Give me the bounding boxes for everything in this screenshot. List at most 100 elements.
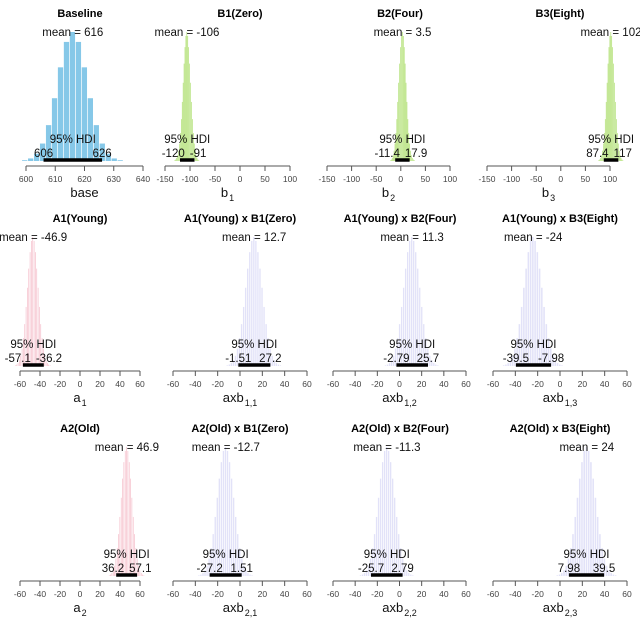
histogram-bar <box>143 575 145 576</box>
histogram-bar <box>400 306 403 366</box>
tick-label: -150 <box>478 174 495 184</box>
histogram-bar <box>612 574 615 576</box>
histogram-bar <box>230 478 233 576</box>
x-axis-label-subscript: 1,1 <box>245 398 258 408</box>
histogram-bar <box>198 575 200 576</box>
histogram-bar <box>261 287 263 366</box>
histogram-bar <box>578 478 581 576</box>
histogram-bar <box>220 462 223 576</box>
tick-label: -20 <box>54 379 67 389</box>
tick-label: 50 <box>581 174 591 184</box>
histogram-bar <box>383 450 386 576</box>
histogram-bar <box>185 35 187 161</box>
histogram-bar <box>396 119 398 161</box>
tick-label: -100 <box>343 174 360 184</box>
tick-label: 20 <box>95 379 105 389</box>
histogram-bar <box>114 565 115 576</box>
histogram-bar <box>206 565 208 576</box>
histogram-bar <box>598 160 600 161</box>
histogram-bar <box>576 497 579 576</box>
histogram-bar <box>509 360 512 366</box>
histogram-bar <box>404 565 406 576</box>
histogram-bar <box>398 534 400 576</box>
tick-label: 0 <box>558 589 563 599</box>
panel-title: Baseline <box>57 8 102 20</box>
panel-8: A1(Young) x B3(Eight) mean = -24 95% HDI -3… <box>487 213 632 408</box>
histogram-bar <box>516 338 518 366</box>
tick-label: -40 <box>34 379 47 389</box>
histogram-bar <box>265 324 267 366</box>
histogram-bar <box>371 548 374 576</box>
histogram-bar <box>409 143 411 161</box>
histogram-bar <box>267 338 269 366</box>
tick-label: 60 <box>302 379 312 389</box>
histogram-bar <box>615 101 616 161</box>
tick-label: -150 <box>156 174 173 184</box>
histogram-bar <box>405 82 407 161</box>
histogram-bar <box>232 497 235 576</box>
mean-label: mean = 102 <box>580 27 640 39</box>
histogram-bar <box>105 153 111 161</box>
hdi-low-label: -1.51 <box>225 353 251 365</box>
histogram-bar <box>411 155 412 161</box>
histogram-bar <box>396 516 398 576</box>
histogram-bar <box>138 565 139 576</box>
histogram-bar <box>39 306 40 366</box>
hdi-high-label: 57.1 <box>129 563 151 575</box>
histogram <box>502 237 563 366</box>
x-axis-label-subscript: 1,3 <box>565 398 578 408</box>
x-axis-label-subscript: 1 <box>82 398 87 408</box>
tick-label: 40 <box>439 379 449 389</box>
hdi-title: 95% HDI <box>510 339 556 351</box>
histogram-bar <box>396 338 399 366</box>
tick-label: 20 <box>578 379 588 389</box>
histogram-bar <box>614 82 615 161</box>
histogram-bar <box>394 348 397 366</box>
hdi-title: 95% HDI <box>588 134 634 146</box>
panel-5: A1(Young) mean = -46.9 95% HDI -57.1 -36.2 -6… <box>0 213 145 408</box>
histogram-bar <box>502 365 505 366</box>
panel-title: A2(Old) x B1(Zero) <box>191 423 289 435</box>
histogram-bar <box>583 450 585 576</box>
histogram-bar <box>518 324 521 366</box>
x-axis-label: a <box>73 390 81 405</box>
hdi-title: 95% HDI <box>164 134 210 146</box>
tick-label: 0 <box>398 174 403 184</box>
tick-label: 0 <box>78 589 83 599</box>
hdi-high-label: 117 <box>614 148 632 160</box>
histogram-bar <box>192 119 193 161</box>
histogram-bar <box>242 306 245 366</box>
hdi-high-label: 25.7 <box>417 353 439 365</box>
histogram-bar <box>126 447 127 576</box>
histogram-bar <box>592 478 594 576</box>
x-axis-label: b <box>542 185 549 200</box>
tick-label: -60 <box>167 379 180 389</box>
tick-label: 620 <box>77 174 91 184</box>
histogram-bar <box>116 548 118 576</box>
tick-label: 640 <box>136 174 150 184</box>
histogram-bar <box>251 240 253 366</box>
histogram-bar <box>392 155 394 161</box>
hdi-high-label: -36.2 <box>36 353 62 365</box>
tick-label: -60 <box>487 379 500 389</box>
tick-label: 40 <box>439 589 449 599</box>
tick-label: 60 <box>622 589 632 599</box>
histogram-bar <box>603 558 606 576</box>
panel-title: A1(Young) <box>53 213 108 225</box>
histogram-bar <box>180 133 181 161</box>
hdi-high-label: -7.98 <box>538 353 564 365</box>
histogram-bar <box>393 150 395 161</box>
tick-label: -20 <box>212 589 225 599</box>
histogram-bar <box>240 324 243 366</box>
histogram-bar <box>263 306 265 366</box>
histogram-bar <box>505 364 507 366</box>
histogram-bar <box>197 159 199 161</box>
histogram-bar <box>40 324 42 366</box>
histogram-bar <box>617 133 618 161</box>
hdi-high-label: -91 <box>190 148 207 160</box>
histogram-bar <box>249 252 251 366</box>
histogram-bar <box>37 287 39 366</box>
histogram-bar <box>123 462 125 576</box>
x-axis: -150 -100 -50 0 50 100 <box>318 165 457 184</box>
histogram-bar <box>33 153 40 161</box>
